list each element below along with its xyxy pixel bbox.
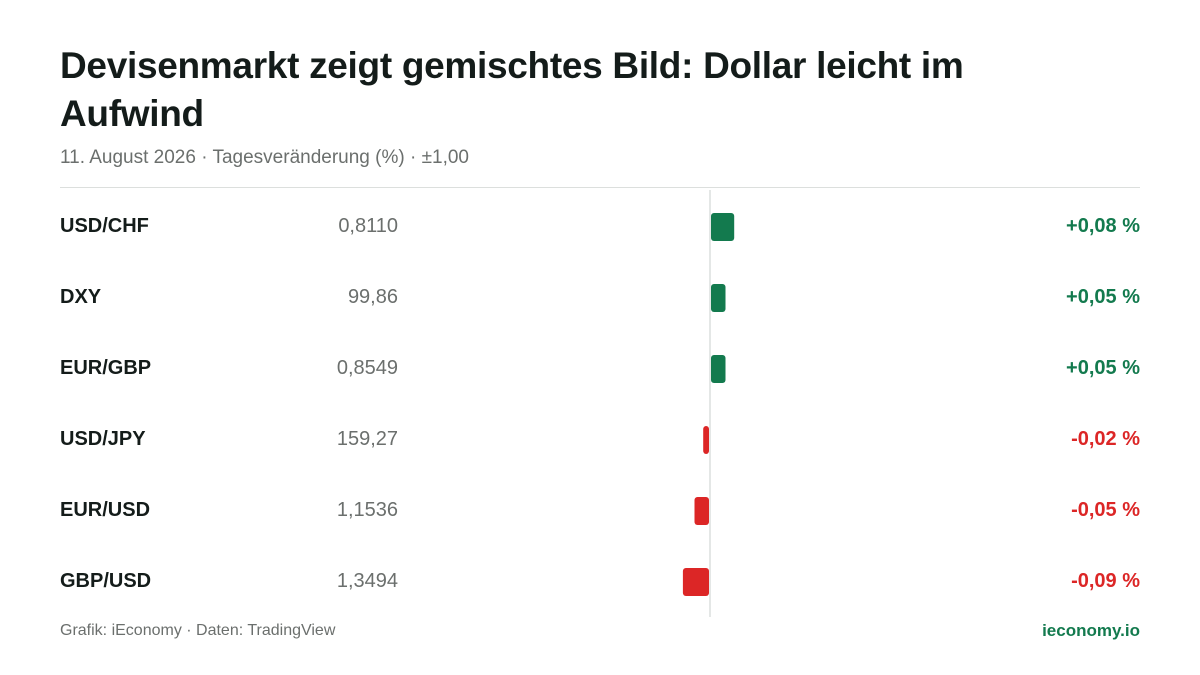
pair-label: GBP/USD (60, 570, 152, 592)
brand-link[interactable]: ieconomy.io (1042, 621, 1140, 640)
price-value: 0,8110 (338, 215, 398, 237)
price-value: 1,1536 (336, 499, 398, 521)
table-row: USD/CHF 0,8110 +0,08 % (60, 206, 1140, 246)
header-divider (60, 187, 1140, 188)
pair-label: USD/JPY (60, 428, 146, 450)
table-row: EUR/GBP 0,8549 +0,05 % (60, 348, 1140, 388)
price-value: 1,3494 (336, 570, 398, 592)
table-row: EUR/USD 1,1536 -0,05 % (60, 490, 1140, 530)
pair-label: USD/CHF (60, 215, 149, 237)
change-value: -0,05 % (1071, 499, 1140, 521)
chart-title: Devisenmarkt zeigt gemischtes Bild: Doll… (60, 45, 964, 134)
change-value: +0,05 % (1066, 286, 1140, 308)
table-row: GBP/USD 1,3494 -0,09 % (60, 561, 1140, 601)
table-row: USD/JPY 159,27 -0,02 % (60, 419, 1140, 459)
table-row: DXY 99,86 +0,05 % (60, 277, 1140, 317)
price-value: 159,27 (336, 428, 398, 450)
price-value: 0,8549 (336, 357, 398, 379)
change-value: -0,09 % (1071, 570, 1140, 592)
pair-label: DXY (60, 286, 102, 308)
change-value: -0,02 % (1071, 428, 1140, 450)
chart-subtitle: 11. August 2026 · Tagesveränderung (%) ·… (60, 147, 469, 168)
change-value: +0,08 % (1066, 215, 1140, 237)
pair-label: EUR/GBP (60, 357, 152, 379)
source-note: Grafik: iEconomy · Daten: TradingView (60, 622, 336, 639)
price-value: 99,86 (347, 286, 398, 308)
pair-label: EUR/USD (60, 499, 151, 521)
change-value: +0,05 % (1066, 357, 1140, 379)
